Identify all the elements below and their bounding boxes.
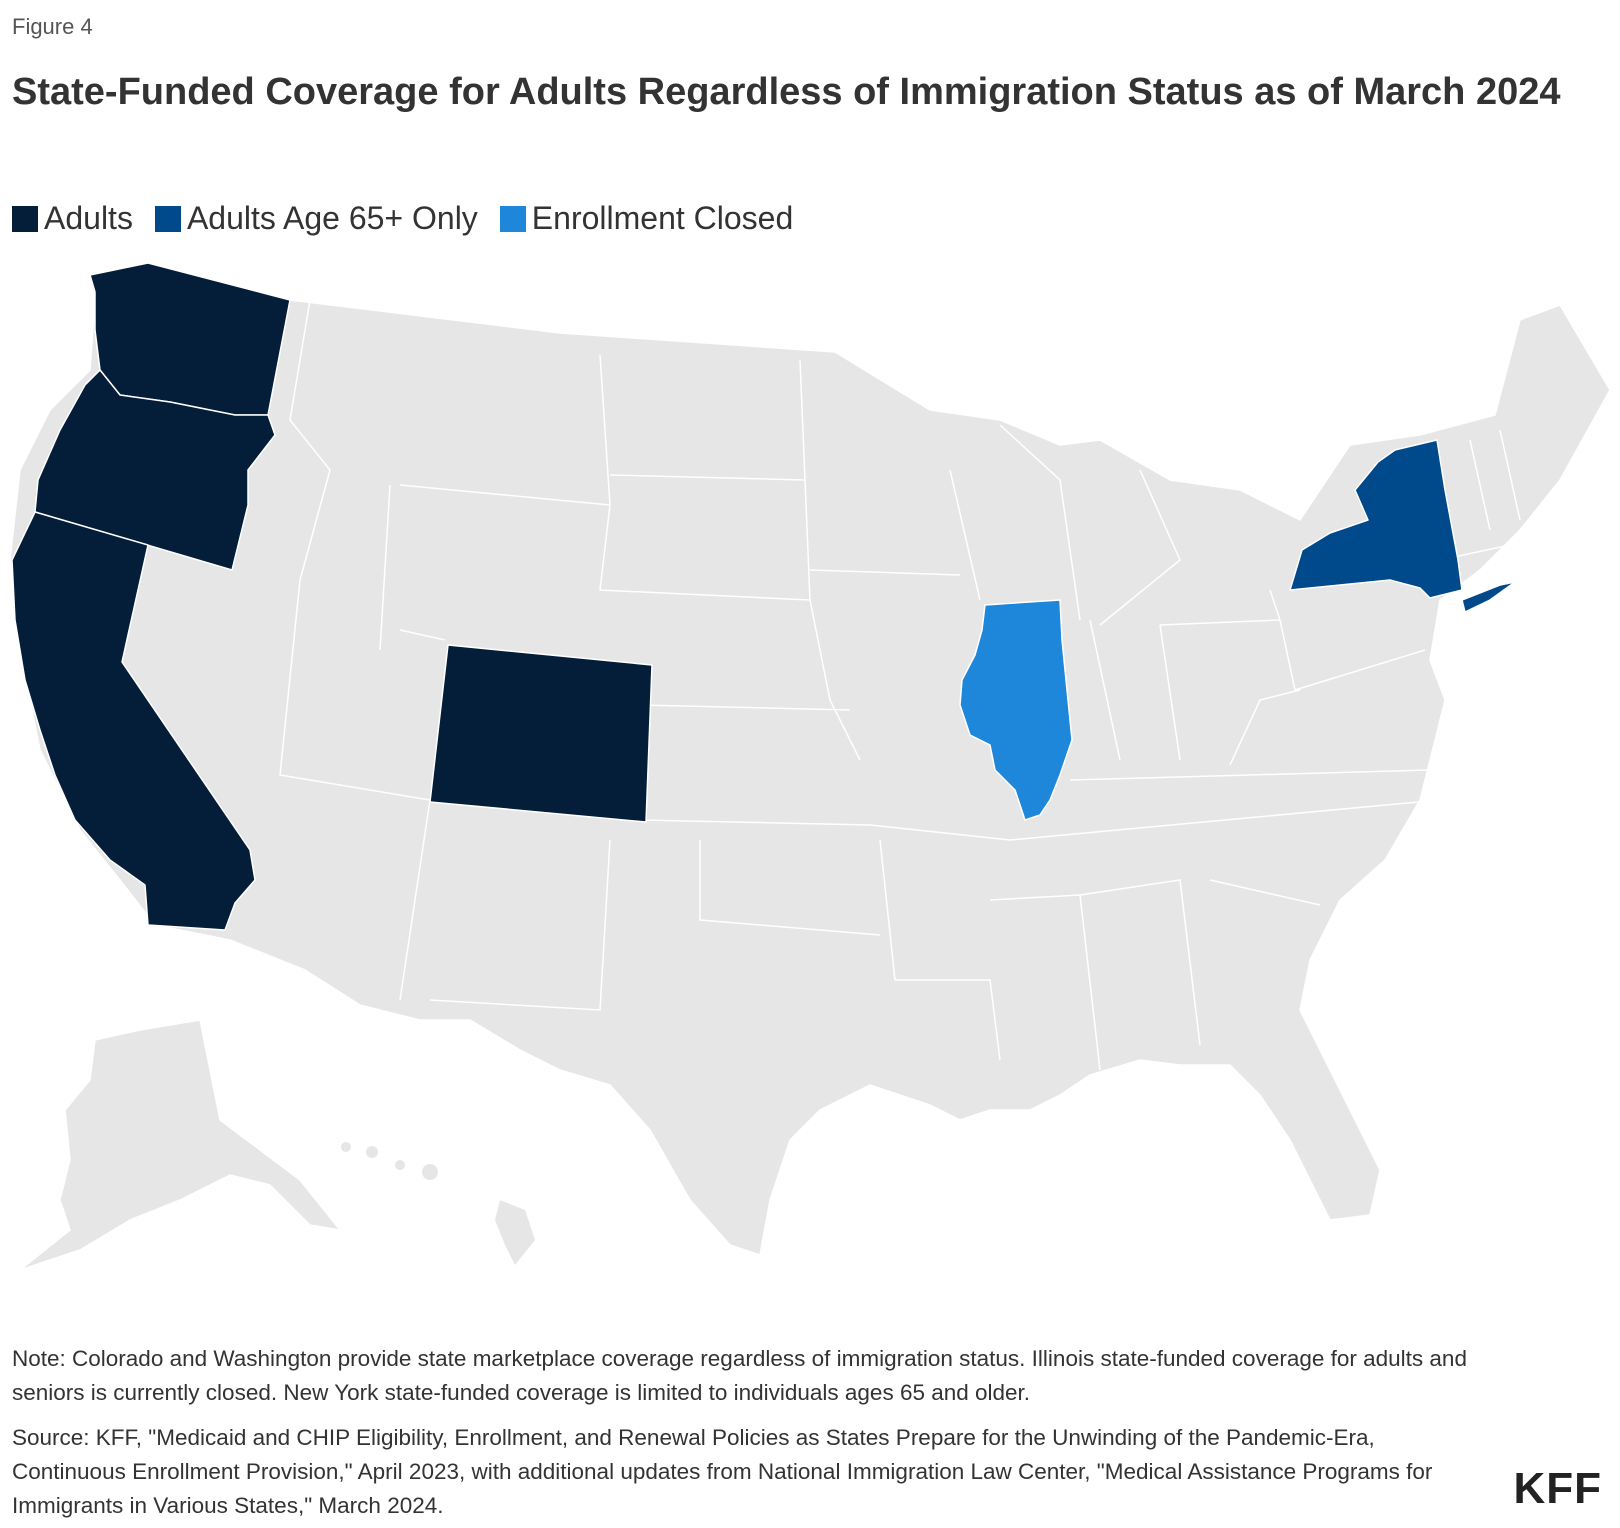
legend-label-adults: Adults [44,200,133,236]
state-oregon [34,369,276,571]
legend-item-adults-65: Adults Age 65+ Only [154,200,478,237]
note-text: Note: Colorado and Washington provide st… [12,1346,1467,1405]
map-land-hawaii [341,1142,535,1265]
legend-swatch-enrollment-closed [499,205,526,232]
map-land-lower48 [9,262,1611,1256]
state-california [11,511,256,931]
legend-item-adults: Adults [12,200,133,237]
legend-swatch-adults-65 [154,205,181,232]
kff-logo: KFF [1513,1464,1602,1513]
map-land-alaska [19,1019,341,1271]
state-borders [279,299,1521,1071]
us-map [9,262,1611,1271]
source-text: Source: KFF, "Medicaid and CHIP Eligibil… [12,1425,1433,1518]
state-washington [89,262,291,416]
state-illinois [959,599,1073,821]
state-new-york-long-island [1461,581,1516,613]
legend-swatch-adults [12,205,38,232]
state-colorado [429,644,653,823]
legend-label-enrollment-closed: Enrollment Closed [531,200,794,236]
legend: Adults Adults Age 65+ Only Enrollment Cl… [12,200,815,237]
figure-label: Figure 4 [12,14,93,39]
chart-title: State-Funded Coverage for Adults Regardl… [12,71,1561,113]
legend-item-enrollment-closed: Enrollment Closed [499,200,794,237]
legend-label-adults-65: Adults Age 65+ Only [186,200,478,236]
state-new-york [1289,439,1463,599]
